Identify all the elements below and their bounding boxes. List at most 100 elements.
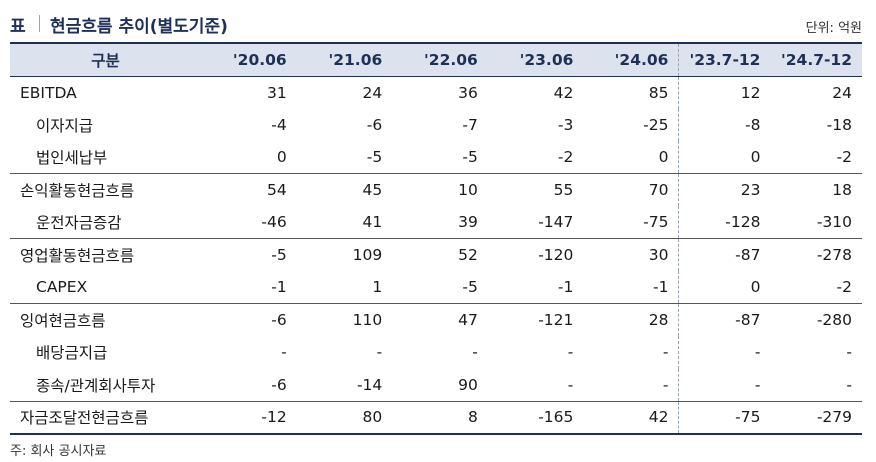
cell-value: -	[846, 343, 852, 362]
cell-value: -	[770, 368, 862, 402]
row-label: 손익활동현금흐름	[20, 182, 135, 200]
cell-value: 10	[458, 181, 478, 199]
cell-value: -46	[201, 206, 297, 239]
header-period: '22.06	[392, 42, 488, 77]
cell-value: 54	[266, 181, 287, 199]
title-divider	[39, 15, 40, 32]
cell-value: 42	[553, 83, 574, 102]
cell-value: -2	[770, 271, 862, 304]
cash-flow-table: 구분 '20.06 '21.06 '22.06 '23.06 '24.06 '2…	[10, 42, 862, 435]
cell-value: -278	[816, 246, 852, 264]
cell-value: 0	[201, 141, 297, 174]
cell-value: -6	[201, 368, 297, 402]
table-row: 영업활동현금흐름 -5 109 52 -120 30 -87 -278	[10, 238, 862, 271]
cell-value: 90	[392, 368, 488, 402]
header-period: '20.06	[201, 42, 297, 77]
cell-value: -5	[392, 141, 488, 174]
cell-value: 0	[678, 271, 771, 304]
cell-value: -5	[296, 141, 393, 174]
cell-value: -	[376, 343, 383, 362]
cell-value: 39	[392, 206, 488, 239]
table-row: CAPEX -1 1 -5 -1 -1 0 -2	[10, 271, 862, 304]
cell-value: -	[583, 368, 679, 402]
cell-value: 45	[362, 181, 383, 199]
cell-value: -	[281, 343, 287, 362]
cell-value: -8	[678, 108, 771, 141]
row-label: 법인세납부	[10, 141, 202, 174]
cell-value: -280	[816, 311, 852, 329]
cell-value: -2	[770, 141, 862, 174]
cell-value: -2	[487, 141, 584, 174]
cell-value: -75	[678, 401, 771, 435]
row-label: 영업활동현금흐름	[20, 247, 135, 265]
cell-value: 42	[583, 401, 679, 435]
cell-value: -14	[296, 368, 393, 402]
cell-value: 18	[832, 181, 852, 199]
cell-value: -1	[487, 271, 584, 304]
table-title: 현금흐름 추이(별도기준)	[50, 17, 228, 37]
cell-value: -	[678, 368, 771, 402]
table-row: 법인세납부 0 -5 -5 -2 0 0 -2	[10, 141, 862, 174]
cell-value: 110	[352, 311, 383, 329]
header-row: 구분 '20.06 '21.06 '22.06 '23.06 '24.06 '2…	[10, 42, 862, 77]
cell-value: -1	[201, 271, 297, 304]
header-period: '24.7-12	[770, 42, 862, 77]
cell-value: -	[472, 343, 478, 362]
table-row: 잉여현금흐름 -6 110 47 -121 28 -87 -280	[10, 303, 862, 336]
cell-value: -25	[643, 115, 669, 134]
row-label: EBITDA	[20, 83, 77, 102]
cell-value: -120	[538, 246, 574, 264]
header-period: '24.06	[583, 42, 679, 77]
cell-value: -	[662, 343, 669, 362]
cell-value: -7	[462, 115, 478, 134]
table-row: EBITDA 31 24 36 42 85 12 24	[10, 76, 862, 109]
cell-value: 8	[392, 401, 488, 435]
cell-value: -	[678, 336, 771, 369]
source-note: 주: 회사 공시자료	[10, 444, 107, 459]
row-label: CAPEX	[10, 271, 202, 304]
table-tag: 표	[10, 17, 26, 37]
row-label: 이자지급	[36, 116, 94, 135]
cell-value: -12	[201, 401, 297, 435]
cell-value: 12	[678, 76, 771, 109]
header-period: '23.7-12	[678, 42, 771, 77]
cell-value: -5	[271, 246, 287, 264]
cell-value: 52	[458, 246, 478, 264]
header-period: '23.06	[487, 42, 584, 77]
table-row: 이자지급 -4 -6 -7 -3 -25 -8 -18	[10, 108, 862, 141]
cell-value: -279	[770, 401, 862, 435]
cell-value: 36	[458, 83, 478, 102]
row-label: 자금조달전현금흐름	[10, 401, 202, 435]
cell-value: 23	[678, 173, 771, 206]
cell-value: 109	[352, 246, 383, 264]
cell-value: -5	[392, 271, 488, 304]
cell-value: -6	[271, 311, 287, 329]
cell-value: -	[567, 343, 574, 362]
row-label: 종속/관계회사투자	[10, 368, 202, 402]
cell-value: 0	[678, 141, 771, 174]
cell-value: -128	[678, 206, 771, 239]
cell-value: -87	[678, 238, 771, 271]
cell-value: -87	[678, 303, 771, 336]
cell-value: -3	[557, 115, 574, 134]
cell-value: 28	[648, 311, 669, 329]
unit-label: 단위: 억원	[805, 21, 862, 36]
header-period: '21.06	[296, 42, 393, 77]
cell-value: -4	[271, 115, 287, 134]
table-row: 배당금지급 - - - - - - -	[10, 336, 862, 369]
header-label: 구분	[10, 42, 202, 77]
cell-value: 80	[296, 401, 393, 435]
cell-value: -1	[583, 271, 679, 304]
cell-value: 30	[648, 246, 669, 264]
cell-value: 31	[266, 83, 287, 102]
cell-value: 24	[832, 83, 852, 102]
cell-value: 41	[296, 206, 393, 239]
cell-value: -165	[487, 401, 584, 435]
cell-value: -310	[770, 206, 862, 239]
cell-value: -147	[487, 206, 584, 239]
cell-value: -75	[583, 206, 679, 239]
row-label: 잉여현금흐름	[20, 312, 106, 330]
cell-value: 0	[583, 141, 679, 174]
cell-value: 85	[648, 83, 669, 102]
table-row: 종속/관계회사투자 -6 -14 90- - - -	[10, 368, 862, 402]
